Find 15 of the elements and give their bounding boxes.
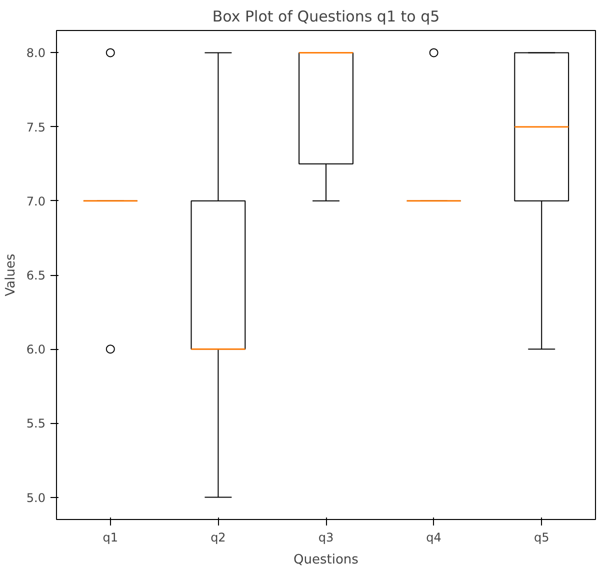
y-tick-label: 7.0 — [26, 194, 46, 208]
y-tick-label: 5.5 — [26, 416, 46, 431]
y-tick-label: 7.5 — [26, 120, 46, 134]
x-tick-label: q5 — [534, 530, 550, 544]
y-tick-label: 6.5 — [26, 268, 46, 282]
x-tick-label: q2 — [210, 530, 226, 544]
x-tick-label: q3 — [318, 530, 334, 544]
chart-title: Box Plot of Questions q1 to q5 — [212, 8, 440, 26]
y-tick-label: 8.0 — [26, 46, 46, 60]
y-axis-title: Values — [3, 254, 18, 296]
y-tick-label: 6.0 — [26, 342, 46, 357]
x-tick-label: q4 — [426, 530, 442, 544]
x-tick-label: q1 — [102, 530, 118, 544]
y-tick-label: 5.0 — [26, 490, 46, 505]
x-axis-title: Questions — [294, 552, 359, 568]
